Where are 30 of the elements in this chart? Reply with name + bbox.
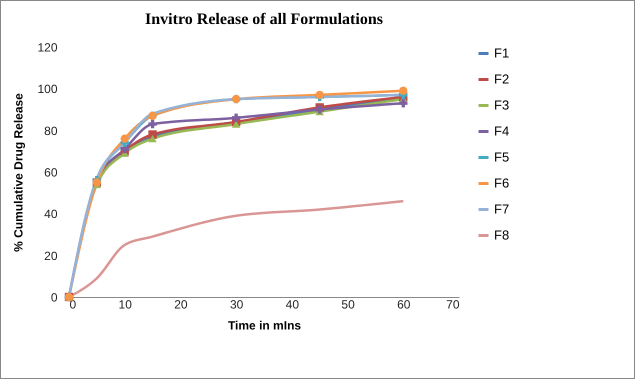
legend-label: F2	[494, 72, 510, 86]
point	[232, 114, 240, 122]
x-tick-label: 60	[397, 298, 411, 312]
point	[399, 99, 408, 108]
y-tick-label: 20	[44, 248, 58, 263]
x-tick-label: 70	[446, 298, 460, 312]
x-tick-label: 50	[341, 298, 356, 312]
y-tick-label: 40	[44, 207, 58, 222]
legend-label: F5	[494, 150, 510, 164]
x-tick-label: 30	[230, 298, 244, 312]
y-tick-label: 80	[44, 124, 58, 138]
y-tick-label: 100	[37, 82, 58, 96]
y-tick-label: 120	[37, 40, 58, 54]
legend-label: F7	[494, 202, 510, 216]
y-tick-label: 60	[44, 166, 58, 180]
point	[120, 134, 129, 143]
point	[148, 135, 157, 142]
y-axis-title: % Cumulative Drug Release	[11, 92, 26, 252]
x-tick-label: 40	[286, 298, 300, 312]
legend-label: F3	[494, 98, 510, 112]
legend-label: F4	[494, 124, 510, 138]
legend-label: F6	[494, 176, 510, 190]
chart-title: Invitro Release of all Formulations	[145, 11, 383, 28]
point	[399, 86, 408, 95]
x-tick-label: 20	[174, 298, 188, 312]
legend-label: F8	[494, 228, 510, 242]
point	[148, 120, 157, 128]
x-axis-title: Time in mIns	[228, 318, 302, 332]
legend-label: F1	[494, 46, 510, 60]
x-tick-label: 10	[118, 298, 132, 312]
